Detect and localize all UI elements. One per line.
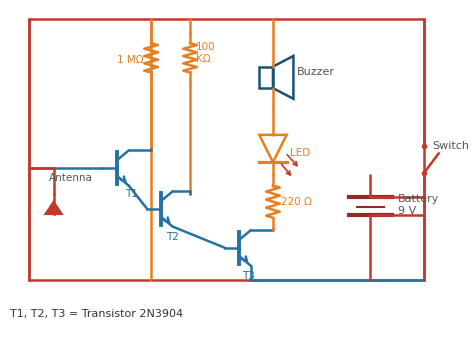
Text: Switch: Switch — [432, 141, 469, 151]
Text: Antenna: Antenna — [49, 173, 92, 183]
Text: Battery
9 V: Battery 9 V — [398, 194, 439, 216]
Text: T1, T2, T3 = Transistor 2N3904: T1, T2, T3 = Transistor 2N3904 — [10, 309, 183, 319]
Text: T2: T2 — [166, 232, 179, 242]
Text: Buzzer: Buzzer — [297, 68, 335, 77]
Text: 1 MΩ: 1 MΩ — [117, 55, 143, 65]
Text: 100
KΩ: 100 KΩ — [196, 42, 216, 64]
Text: 220 Ω: 220 Ω — [281, 197, 311, 207]
Polygon shape — [46, 202, 62, 214]
Text: T3: T3 — [242, 271, 255, 281]
Text: LED: LED — [291, 148, 311, 159]
Text: T1: T1 — [125, 189, 137, 199]
